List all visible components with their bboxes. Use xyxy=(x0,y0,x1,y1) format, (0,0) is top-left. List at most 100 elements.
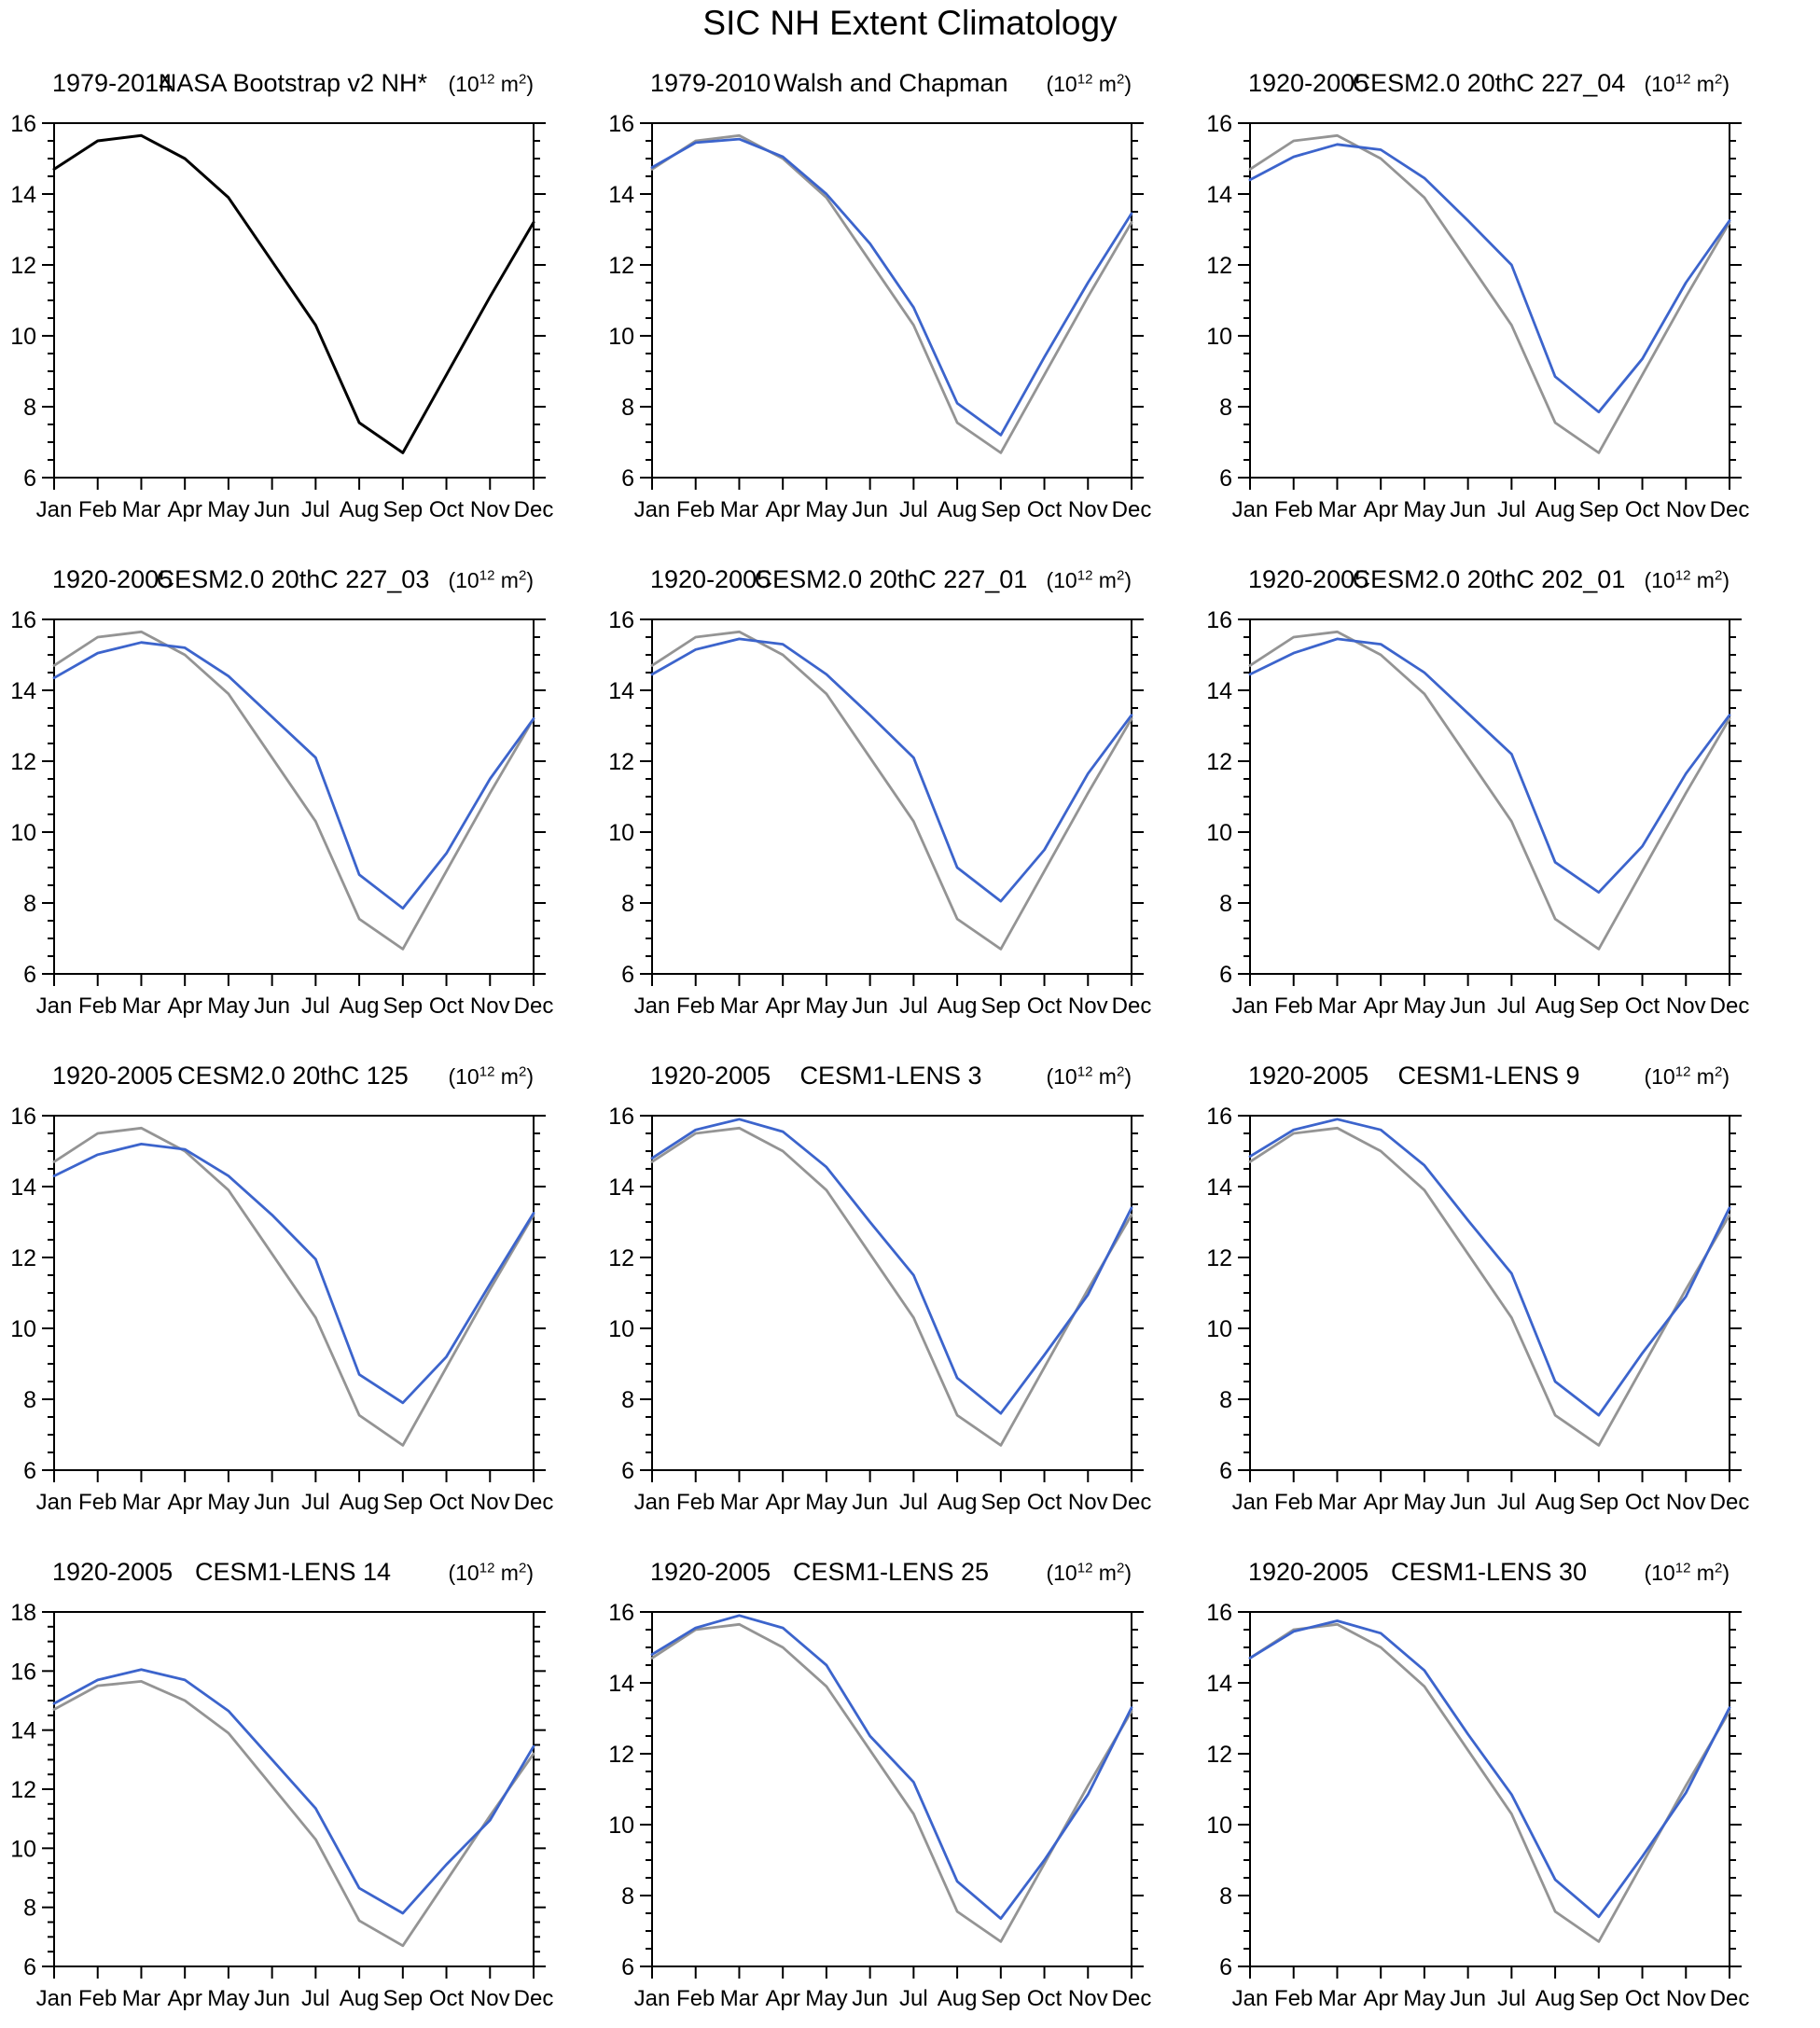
svg-text:6: 6 xyxy=(1219,962,1232,988)
svg-text:Jul: Jul xyxy=(301,1490,330,1515)
svg-text:10: 10 xyxy=(608,820,634,846)
svg-text:Nov: Nov xyxy=(1666,1986,1706,2011)
svg-text:Feb: Feb xyxy=(78,1986,117,2011)
svg-text:Jan: Jan xyxy=(1232,993,1269,1019)
svg-text:16: 16 xyxy=(608,607,634,633)
svg-text:Jan: Jan xyxy=(634,1986,671,2011)
unit-prefix: (10 xyxy=(1644,568,1675,592)
svg-text:Mar: Mar xyxy=(720,1986,758,2011)
svg-text:May: May xyxy=(207,1986,249,2011)
panel-title: CESM2.0 20thC 125 xyxy=(177,1062,409,1090)
svg-text:Apr: Apr xyxy=(168,497,202,522)
svg-text:10: 10 xyxy=(1206,324,1232,350)
svg-text:14: 14 xyxy=(1206,1671,1232,1697)
unit-exponent2: 2 xyxy=(1116,1560,1125,1577)
obs-gray-line xyxy=(650,1126,1133,1447)
svg-text:14: 14 xyxy=(1206,678,1232,704)
svg-text:Apr: Apr xyxy=(766,1986,800,2011)
unit-exponent2: 2 xyxy=(1714,567,1723,584)
unit-mid: m xyxy=(494,72,519,96)
svg-text:May: May xyxy=(805,497,847,522)
panel-unit-label: (1012 m2) xyxy=(52,568,534,593)
svg-text:16: 16 xyxy=(1206,607,1232,633)
svg-text:Jun: Jun xyxy=(254,993,290,1019)
climatology-panel: 1920-2005 CESM1-LENS 14 (1012 m2) 6 8 10 12… xyxy=(9,1537,606,2028)
svg-text:Jun: Jun xyxy=(254,1986,290,2011)
chart-canvas: 6 8 10 12 14 16 Jan Feb Mar Apr May Jun Jul Aug Sep Oct… xyxy=(9,103,606,545)
unit-exponent: 12 xyxy=(1077,567,1093,584)
climatology-panel: 1920-2005 CESM2.0 20thC 202_01 (1012 m2)… xyxy=(1205,545,1802,1041)
unit-exponent2: 2 xyxy=(518,1560,527,1577)
svg-text:Sep: Sep xyxy=(382,993,423,1019)
panel-period-label: 1920-2005 xyxy=(52,565,174,593)
svg-text:16: 16 xyxy=(10,111,36,137)
svg-text:Jul: Jul xyxy=(899,1986,928,2011)
svg-text:16: 16 xyxy=(1206,1600,1232,1626)
unit-exponent: 12 xyxy=(479,71,495,88)
svg-text:Oct: Oct xyxy=(429,497,465,522)
unit-exponent2: 2 xyxy=(518,1063,527,1080)
svg-text:10: 10 xyxy=(608,1813,634,1839)
svg-text:Apr: Apr xyxy=(1364,1986,1398,2011)
svg-text:6: 6 xyxy=(621,962,634,988)
svg-text:Feb: Feb xyxy=(676,1490,715,1515)
svg-text:12: 12 xyxy=(1206,749,1232,775)
panel-title: CESM1-LENS 25 xyxy=(792,1558,990,1586)
svg-text:14: 14 xyxy=(1206,1174,1232,1201)
unit-prefix: (10 xyxy=(448,568,479,592)
svg-text:Aug: Aug xyxy=(938,1490,978,1515)
panel-unit-label: (1012 m2) xyxy=(1248,568,1730,593)
chart-canvas: 6 8 10 12 14 16 Jan Feb Mar Apr May Jun Jul Aug Sep Oct… xyxy=(9,1095,606,1537)
svg-text:Jun: Jun xyxy=(852,497,888,522)
unit-exponent: 12 xyxy=(479,1063,495,1080)
svg-text:Sep: Sep xyxy=(382,1490,423,1515)
svg-text:Jun: Jun xyxy=(1450,497,1486,522)
svg-text:10: 10 xyxy=(10,324,36,350)
chart-svg: 6 8 10 12 14 16 Jan Feb Mar Apr May Jun Jul Aug Sep Oct… xyxy=(1206,1600,1749,2011)
svg-text:Jan: Jan xyxy=(36,1986,73,2011)
svg-text:Aug: Aug xyxy=(1535,993,1576,1019)
unit-suffix: ) xyxy=(1722,568,1730,592)
climatology-panel: 1920-2005 CESM2.0 20thC 227_01 (1012 m2)… xyxy=(607,545,1204,1041)
model-blue-line xyxy=(52,641,535,910)
chart-svg: 6 8 10 12 14 16 Jan Feb Mar Apr May Jun Jul Aug Sep Oct… xyxy=(608,1600,1151,2011)
svg-text:Apr: Apr xyxy=(168,993,202,1019)
svg-text:12: 12 xyxy=(10,253,36,279)
svg-text:Jul: Jul xyxy=(1497,1986,1526,2011)
svg-text:6: 6 xyxy=(1219,1458,1232,1484)
unit-suffix: ) xyxy=(526,1064,534,1089)
svg-text:Dec: Dec xyxy=(1710,1490,1750,1515)
svg-text:Sep: Sep xyxy=(1578,497,1619,522)
svg-text:Feb: Feb xyxy=(1274,1490,1313,1515)
svg-text:Nov: Nov xyxy=(470,1490,510,1515)
svg-text:Oct: Oct xyxy=(429,1490,465,1515)
panel-header: 1920-2005 CESM1-LENS 25 (1012 m2) xyxy=(607,1558,1204,1590)
svg-text:16: 16 xyxy=(608,111,634,137)
svg-text:14: 14 xyxy=(608,678,634,704)
model-blue-line xyxy=(1248,1118,1731,1417)
svg-text:Sep: Sep xyxy=(1578,993,1619,1019)
svg-text:Jul: Jul xyxy=(301,497,330,522)
obs-gray-line xyxy=(650,133,1133,454)
svg-text:Dec: Dec xyxy=(514,993,554,1019)
svg-text:12: 12 xyxy=(10,749,36,775)
svg-text:8: 8 xyxy=(23,891,36,917)
svg-text:Mar: Mar xyxy=(122,1986,160,2011)
climatology-panel: 1920-2005 CESM2.0 20thC 227_03 (1012 m2)… xyxy=(9,545,606,1041)
svg-text:10: 10 xyxy=(1206,1813,1232,1839)
svg-text:Aug: Aug xyxy=(340,993,380,1019)
svg-text:Jun: Jun xyxy=(852,1986,888,2011)
panel-unit-label: (1012 m2) xyxy=(650,72,1132,97)
svg-text:Jan: Jan xyxy=(36,1490,73,1515)
svg-text:12: 12 xyxy=(1206,253,1232,279)
svg-text:Nov: Nov xyxy=(1068,497,1108,522)
panel-period-label: 1920-2005 xyxy=(52,1558,174,1586)
panel-header: 1920-2005 CESM2.0 20thC 125 (1012 m2) xyxy=(9,1062,606,1093)
svg-text:14: 14 xyxy=(608,1174,634,1201)
unit-mid: m xyxy=(1690,568,1715,592)
unit-suffix: ) xyxy=(1124,1064,1132,1089)
panel-unit-label: (1012 m2) xyxy=(1248,1064,1730,1090)
panel-period-label: 1920-2005 xyxy=(650,1062,771,1090)
